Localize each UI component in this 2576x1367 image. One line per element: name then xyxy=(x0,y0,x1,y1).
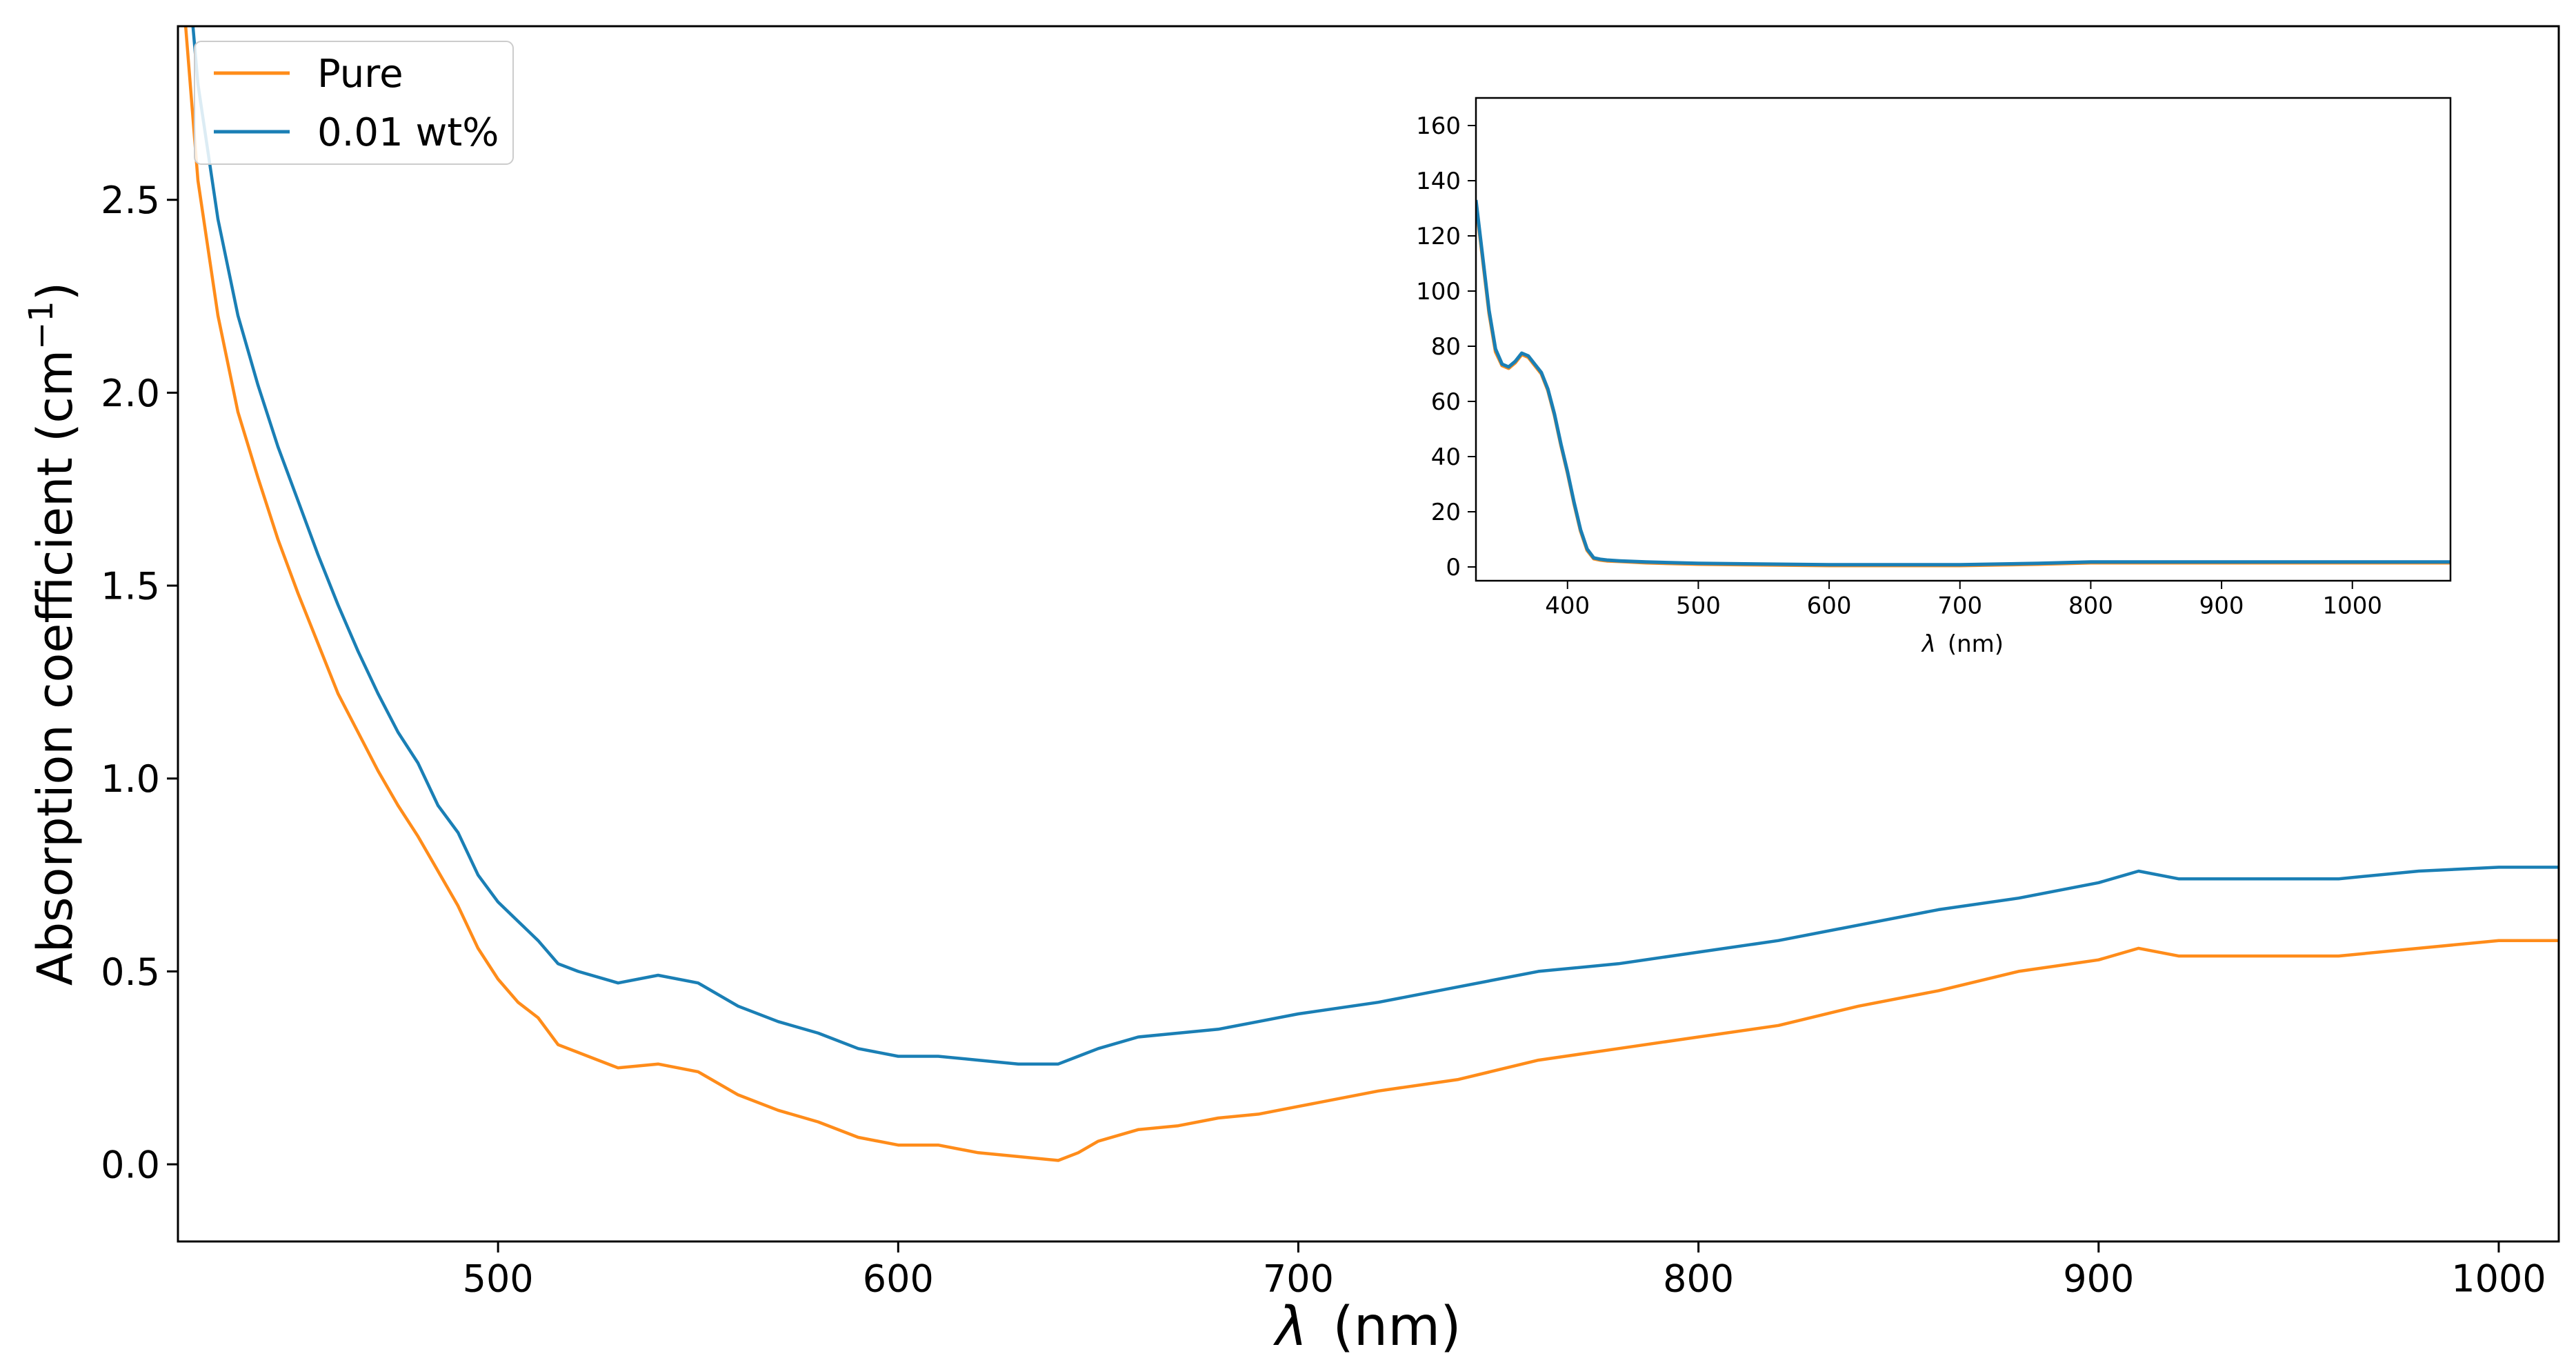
inset-y-tick-label: 160 xyxy=(1416,112,1461,140)
main-y-ticks: 0.0 0.5 1.0 1.5 2.0 2.5 xyxy=(101,179,178,1187)
main-x-axis-label-symbol: λ xyxy=(1272,1296,1307,1358)
main-y-tick-label: 0.0 xyxy=(101,1144,160,1187)
inset-y-ticks: 0 20 40 60 80 100 120 140 160 xyxy=(1416,112,1476,581)
inset-x-axis-label: λ (nm) xyxy=(1921,630,2004,658)
inset-x-tick-label: 500 xyxy=(1676,592,1721,620)
main-x-axis-label-unit: (nm) xyxy=(1332,1296,1461,1358)
main-axes-frame xyxy=(177,25,2560,1243)
inset-y-tick-label: 140 xyxy=(1416,168,1461,195)
inset-x-ticks: 400 500 600 700 800 900 1000 xyxy=(1545,581,2382,620)
inset-x-axis-label-unit: (nm) xyxy=(1948,630,2004,658)
inset-series-group xyxy=(1476,199,2450,568)
main-x-tick-label: 600 xyxy=(863,1257,934,1301)
inset-y-tick-label: 80 xyxy=(1431,333,1461,361)
legend: Pure 0.01 wt% xyxy=(194,41,514,165)
inset-x-axis-label-symbol: λ xyxy=(1921,630,1936,658)
inset-series-line-0-01-wt xyxy=(1476,199,2450,567)
inset-chart: 400 500 600 700 800 900 1000 0 20 40 60 80 100 120 14… xyxy=(1416,97,2452,658)
main-chart: 500 600 700 800 900 1000 0.00.51.01.52.02.5 λ… xyxy=(22,25,2560,1358)
main-y-axis-label-exponent: −1 xyxy=(22,301,61,350)
main-y-tick-label: 0.5 xyxy=(101,950,160,994)
main-y-tick-label: 2.0 xyxy=(101,372,160,415)
main-y-tick-label: 1.0 xyxy=(101,757,160,801)
main-series-line-pure xyxy=(183,26,2559,1162)
inset-axes-frame xyxy=(1475,97,2452,582)
main-y-axis-label-close: ) xyxy=(27,282,83,301)
inset-x-tick-label: 1000 xyxy=(2322,592,2382,620)
main-y-tick-label: 2.5 xyxy=(101,179,160,222)
main-y-axis-label-text: Absorption coefficient (cm xyxy=(27,350,83,986)
inset-x-tick-label: 700 xyxy=(1937,592,1982,620)
inset-x-tick-label: 800 xyxy=(2068,592,2113,620)
inset-x-tick-label: 400 xyxy=(1545,592,1590,620)
main-x-tick-label: 700 xyxy=(1263,1257,1334,1301)
main-x-axis-label: λ (nm) xyxy=(1272,1296,1461,1358)
main-x-tick-label: 800 xyxy=(1663,1257,1734,1301)
inset-y-tick-label: 0 xyxy=(1446,554,1461,581)
main-y-axis-label: Absorption coefficient (cm−1) xyxy=(22,282,83,986)
inset-background xyxy=(1476,98,2450,581)
main-x-tick-label: 500 xyxy=(463,1257,534,1301)
inset-x-tick-label: 900 xyxy=(2199,592,2244,620)
main-y-tick-label: 1.5 xyxy=(101,565,160,608)
inset-y-tick-label: 100 xyxy=(1416,278,1461,306)
inset-y-tick-label: 20 xyxy=(1431,499,1461,526)
inset-y-tick-label: 40 xyxy=(1431,443,1461,471)
inset-y-tick-label: 60 xyxy=(1431,388,1461,416)
inset-y-tick-label: 120 xyxy=(1416,223,1461,250)
main-x-ticks: 500 600 700 800 900 1000 xyxy=(463,1241,2546,1301)
legend-label-doped: 0.01 wt% xyxy=(317,110,499,155)
main-x-tick-label: 900 xyxy=(2063,1257,2134,1301)
inset-x-tick-label: 600 xyxy=(1807,592,1852,620)
legend-label-pure: Pure xyxy=(317,52,403,97)
main-series-group xyxy=(183,26,2559,1162)
main-series-line-0-01-wt xyxy=(191,26,2559,1066)
main-x-tick-label: 1000 xyxy=(2451,1257,2546,1301)
